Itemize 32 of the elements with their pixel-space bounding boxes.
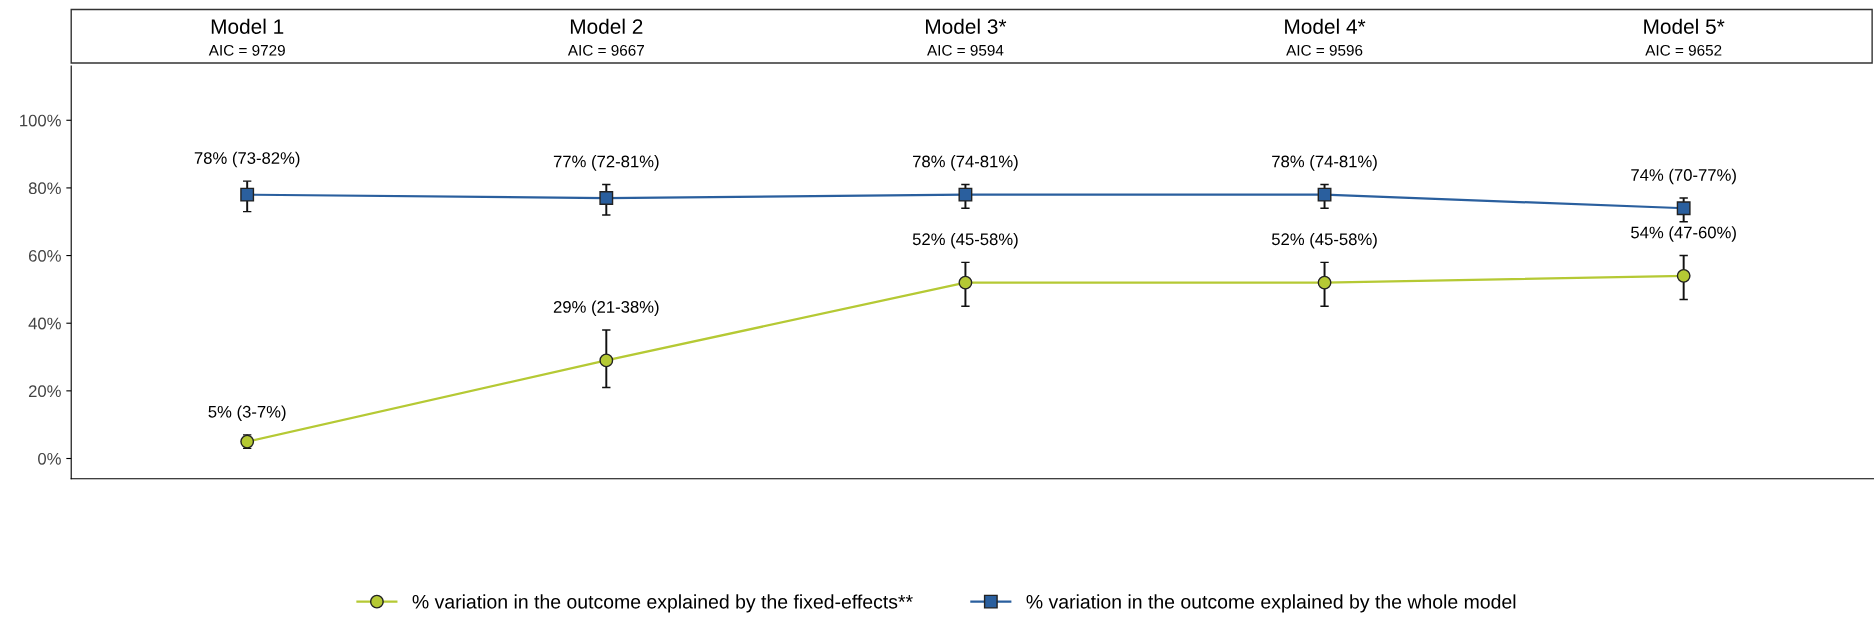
x-tick-label: Model 2 AIC = 9667: [567, 18, 644, 56]
y-tick-label: 60%: [28, 249, 61, 262]
data-label: 78% (74-81%): [913, 155, 1018, 171]
legend-label: % variation in the outcome explained by the fixed-effects**: [412, 594, 913, 613]
x-tick-label: Model 5* AIC = 9652: [1644, 18, 1725, 56]
data-label: 52% (45-58%): [1271, 232, 1377, 249]
point: [958, 275, 973, 290]
data-label: 74% (70-77%): [1631, 168, 1736, 185]
y-tick-label: 20%: [28, 385, 61, 398]
y-tick-label: 40%: [28, 317, 61, 330]
data-label: 52% (45-58%): [912, 232, 1018, 249]
y-tick-label: 80%: [28, 182, 61, 195]
data-label: 77% (72-81%): [553, 155, 659, 171]
y-tick-label: 0%: [38, 452, 61, 465]
data-label: 54% (47-60%): [1631, 226, 1736, 242]
point: [599, 353, 614, 368]
point: [1317, 275, 1332, 290]
x-tick-label: Model 3* AIC = 9594: [926, 18, 1007, 56]
point: [1676, 201, 1691, 216]
data-label: 29% (21-38%): [553, 300, 659, 317]
point: [958, 187, 973, 202]
data-label: 78% (74-81%): [1272, 155, 1377, 171]
y-tick-label: 100%: [20, 114, 61, 127]
data-label: 78% (73-82%): [194, 151, 300, 168]
data-label: 5% (3-7%): [208, 405, 286, 421]
point: [599, 191, 614, 206]
x-tick-label: Model 4* AIC = 9596: [1285, 18, 1366, 56]
point: [1317, 187, 1332, 202]
x-tick-label: Model 1 AIC = 9729: [208, 18, 285, 56]
legend-label: % variation in the outcome explained by the whole model: [1026, 594, 1516, 613]
point: [240, 187, 255, 202]
point: [1676, 268, 1691, 283]
